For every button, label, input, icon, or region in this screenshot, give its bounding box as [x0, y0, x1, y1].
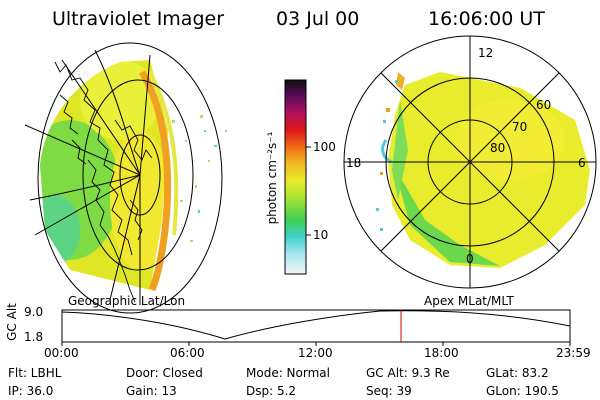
info-gain: Gain: 13: [126, 384, 177, 398]
orbit-left-title: Geographic Lat/Lon: [68, 294, 186, 308]
orbit-xtick-0600: 06:00: [170, 346, 205, 360]
mlt-label-18: 18: [346, 156, 362, 170]
info-ip: IP: 36.0: [8, 384, 54, 398]
orbit-ytick-9: 9.0: [24, 305, 44, 319]
info-seq: Seq: 39: [366, 384, 412, 398]
info-glat: GLat: 83.2: [486, 366, 549, 380]
mlt-label-12: 12: [478, 46, 494, 60]
info-gc-alt: GC Alt: 9.3 Re: [366, 366, 450, 380]
info-filter: Flt: LBHL: [8, 366, 62, 380]
orbit-xtick-2359: 23:59: [556, 346, 591, 360]
mlt-label-0: 0: [466, 252, 474, 266]
colorbar-label-100: 100: [313, 140, 336, 154]
colorbar-label-10: 10: [313, 228, 329, 242]
mlat-label-60: 60: [536, 98, 552, 112]
orbit-right-title: Apex MLat/MLT: [424, 294, 514, 308]
orbit-ytick-1.8: 1.8: [24, 330, 44, 344]
info-dsp: Dsp: 5.2: [246, 384, 297, 398]
mlat-label-70: 70: [512, 120, 528, 134]
instrument-title: Ultraviolet Imager: [52, 8, 225, 30]
time-label: 16:06:00 UT: [428, 8, 545, 30]
date-label: 03 Jul 00: [276, 8, 360, 30]
info-glon: GLon: 190.5: [486, 384, 559, 398]
orbit-xtick-1800: 18:00: [424, 346, 459, 360]
mlt-label-6: 6: [578, 156, 586, 170]
info-mode: Mode: Normal: [246, 366, 330, 380]
orbit-xtick-1200: 12:00: [298, 346, 333, 360]
mlat-label-80: 80: [490, 141, 506, 155]
info-door: Door: Closed: [126, 366, 203, 380]
orbit-xtick-0000: 00:00: [44, 346, 79, 360]
